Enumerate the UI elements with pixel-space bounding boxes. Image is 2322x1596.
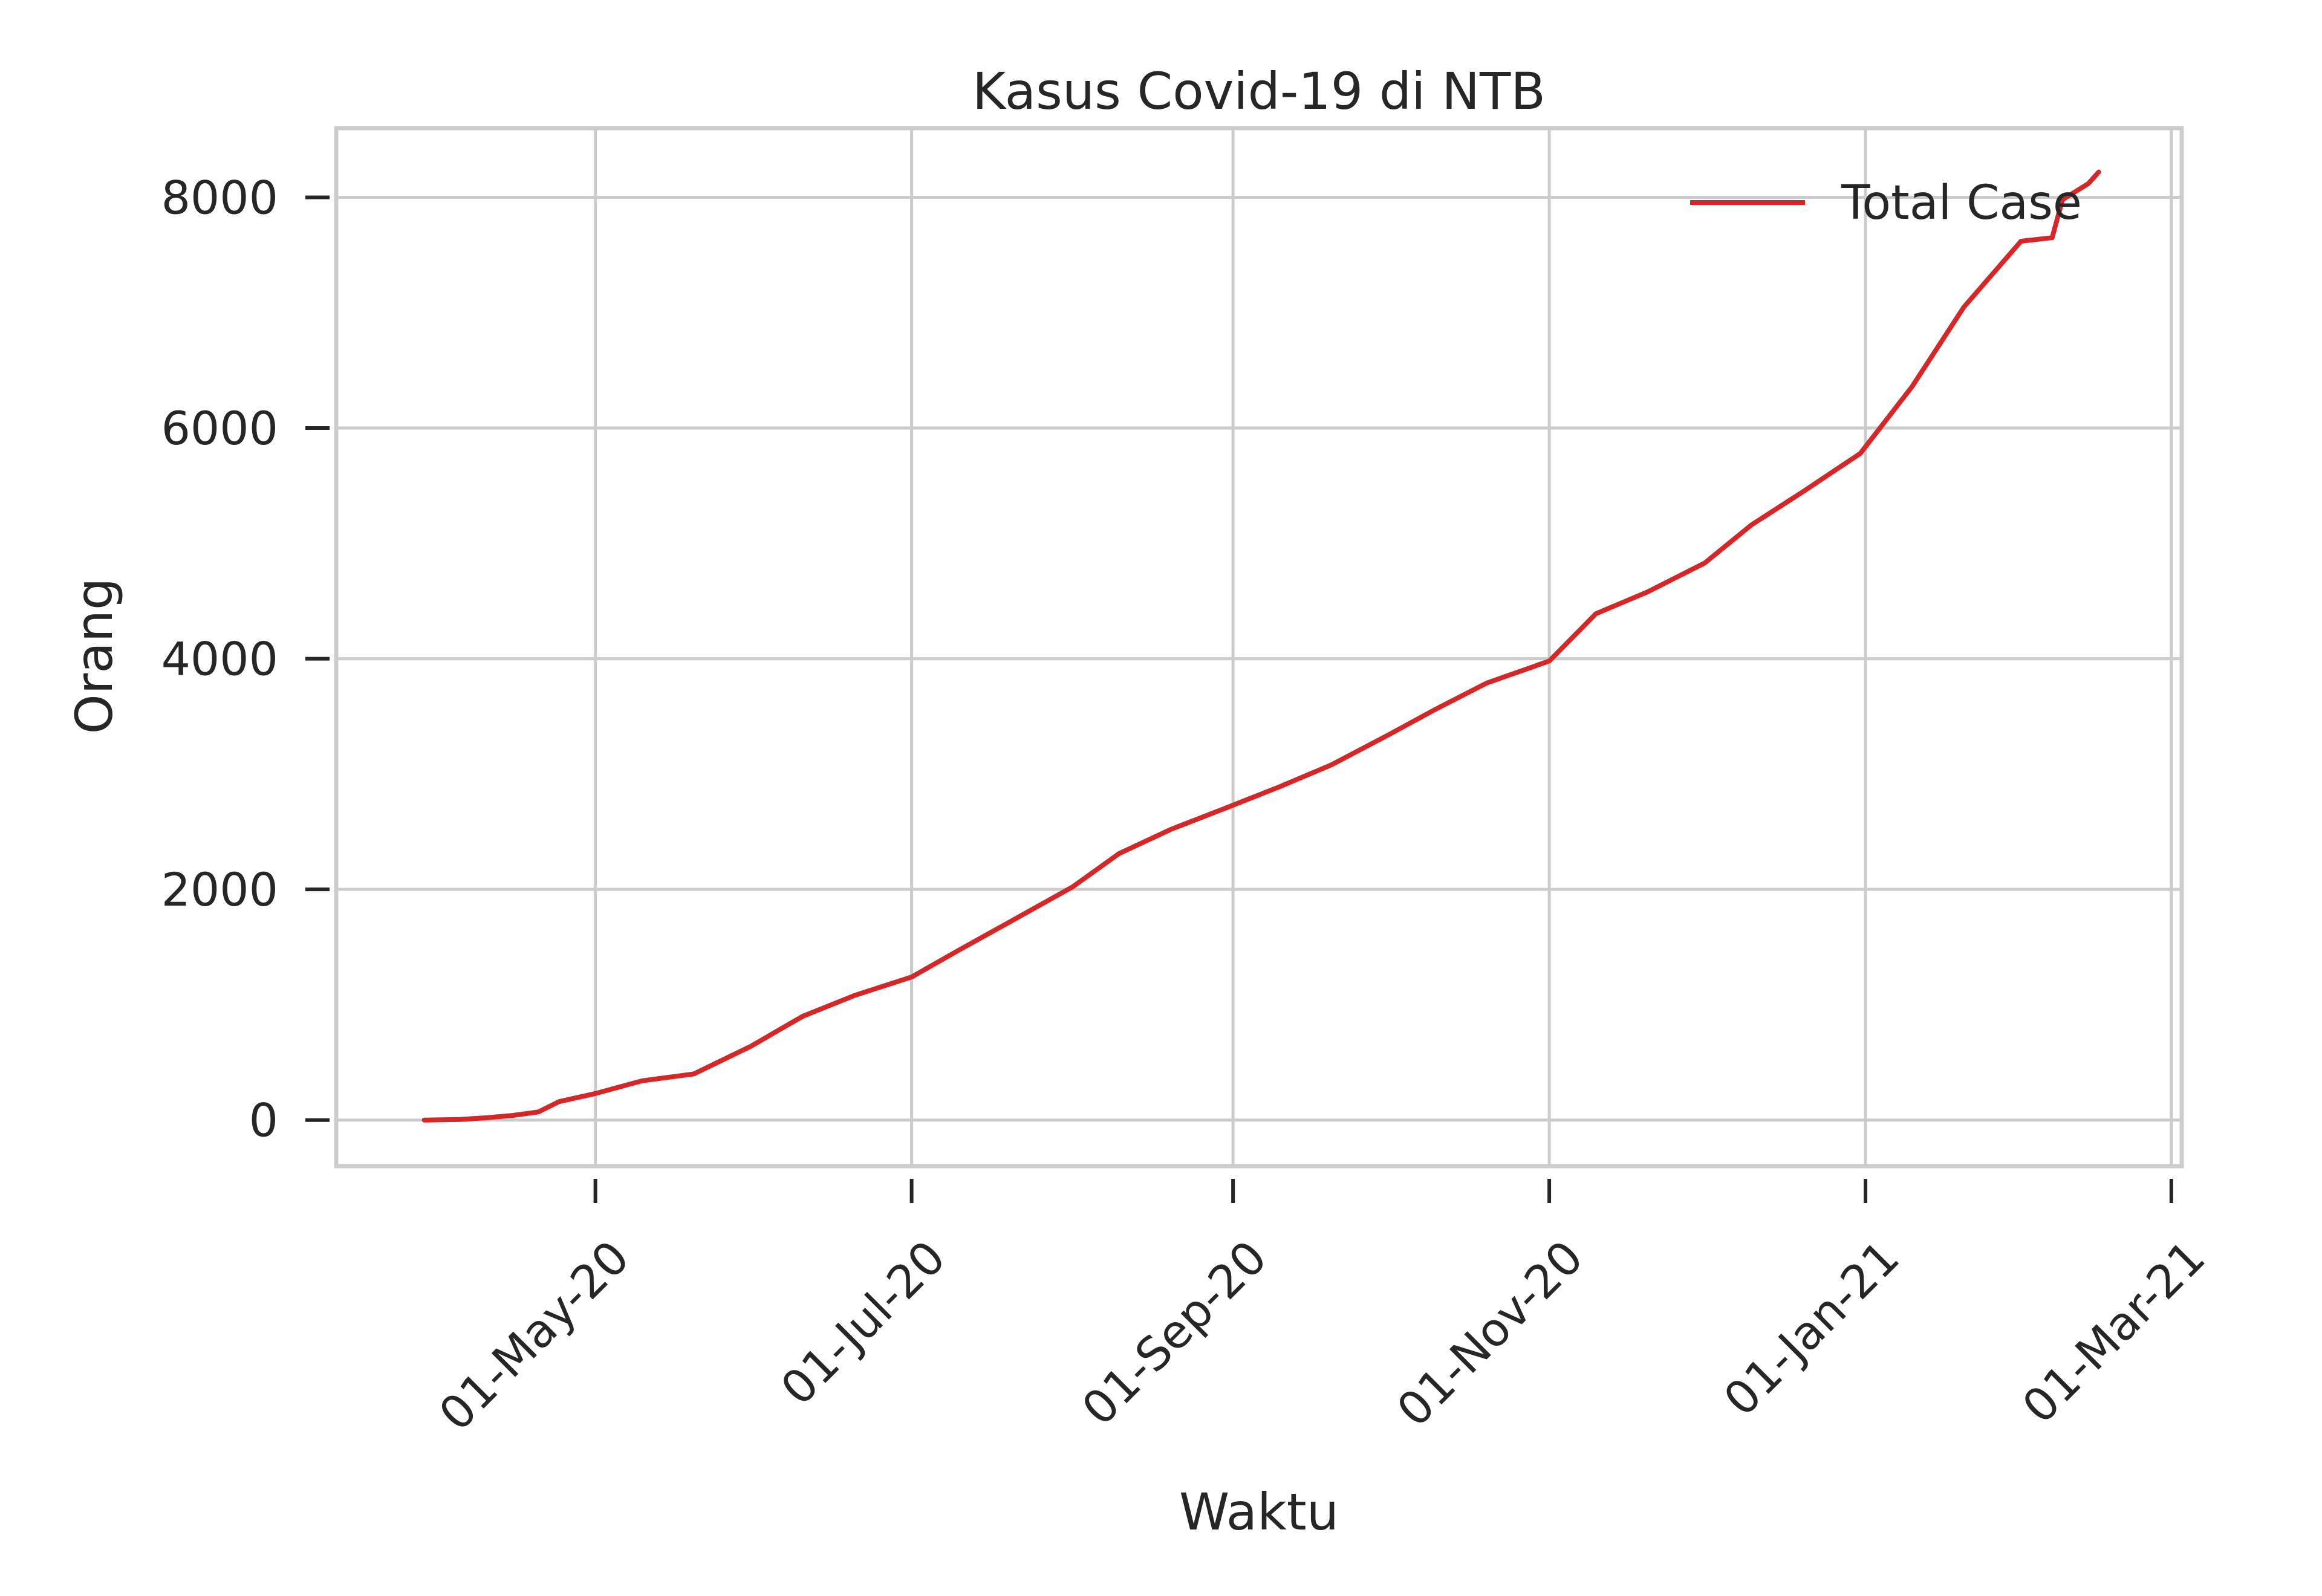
- legend: Total Case: [1690, 176, 2082, 230]
- series-group: [421, 169, 2101, 1123]
- x-axis-label: Waktu: [1179, 1482, 1339, 1542]
- y-tick-label: 6000: [161, 401, 278, 455]
- y-axis-label: Orang: [65, 578, 124, 735]
- y-tick-label: 4000: [161, 632, 278, 686]
- chart-title: Kasus Covid-19 di NTB: [972, 62, 1546, 121]
- grid: [336, 128, 2182, 1166]
- legend-label-total-case: Total Case: [1841, 176, 2082, 230]
- y-tick-label: 8000: [161, 170, 278, 224]
- y-tick-label: 2000: [161, 863, 278, 916]
- series-line-total-case: [421, 169, 2101, 1123]
- y-axis-ticks: 0 2000 4000 6000 8000: [161, 170, 330, 1147]
- plot-frame: [334, 126, 2184, 1169]
- y-tick-label: 0: [249, 1094, 278, 1147]
